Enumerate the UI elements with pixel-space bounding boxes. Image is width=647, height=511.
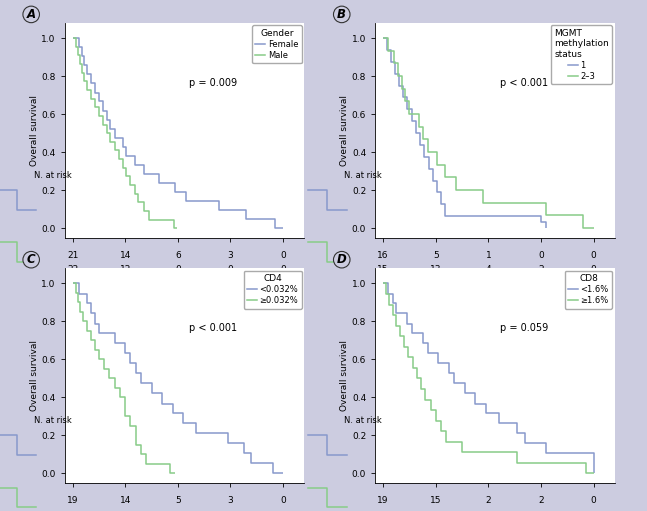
Text: 19: 19 [377, 496, 389, 505]
Text: 3: 3 [228, 250, 234, 260]
Text: 0: 0 [280, 250, 286, 260]
Text: 21: 21 [67, 250, 78, 260]
Text: 1: 1 [433, 278, 439, 288]
Text: 12: 12 [120, 265, 131, 274]
Text: 16: 16 [377, 250, 389, 260]
Text: 0: 0 [538, 250, 544, 260]
Text: 1: 1 [485, 250, 491, 260]
Text: Follow-up (years): Follow-up (years) [456, 294, 534, 303]
Text: 22: 22 [67, 265, 78, 274]
Text: 13: 13 [430, 265, 441, 274]
Y-axis label: Overall survival: Overall survival [340, 95, 349, 166]
Text: 3: 3 [538, 278, 544, 288]
Text: 0: 0 [591, 265, 597, 274]
Text: 6: 6 [175, 250, 181, 260]
Text: 2: 2 [485, 278, 491, 288]
Text: 2: 2 [538, 496, 544, 505]
Text: A: A [27, 8, 36, 21]
Text: 4: 4 [591, 278, 597, 288]
Text: C: C [27, 253, 36, 266]
Text: B: B [337, 8, 346, 21]
Text: 15: 15 [377, 265, 389, 274]
Text: 4: 4 [280, 278, 286, 288]
Text: p < 0.001: p < 0.001 [499, 78, 548, 88]
Text: p < 0.001: p < 0.001 [189, 323, 237, 333]
Text: N. at risk: N. at risk [344, 416, 382, 425]
Text: N. at risk: N. at risk [344, 171, 382, 180]
Text: 14: 14 [120, 250, 131, 260]
Text: N. at risk: N. at risk [34, 171, 71, 180]
Legend: Female, Male: Female, Male [252, 26, 302, 63]
Text: 5: 5 [433, 250, 439, 260]
Text: 2: 2 [538, 265, 544, 274]
Text: 0: 0 [175, 265, 181, 274]
Text: D: D [337, 253, 347, 266]
Text: 14: 14 [120, 496, 131, 505]
Text: 0: 0 [591, 496, 597, 505]
Text: 0: 0 [380, 278, 386, 288]
Y-axis label: Overall survival: Overall survival [340, 340, 349, 411]
Text: 0: 0 [280, 496, 286, 505]
Text: p = 0.009: p = 0.009 [189, 78, 237, 88]
Text: 3: 3 [228, 496, 234, 505]
Text: 0: 0 [280, 265, 286, 274]
Text: 0: 0 [591, 250, 597, 260]
Text: 2: 2 [485, 496, 491, 505]
Text: 0: 0 [228, 265, 234, 274]
Text: 1: 1 [122, 278, 128, 288]
Legend: 1, 2–3: 1, 2–3 [551, 26, 612, 84]
Text: 19: 19 [67, 496, 78, 505]
Legend: <1.6%, ≥1.6%: <1.6%, ≥1.6% [565, 271, 612, 309]
Text: 5: 5 [175, 496, 181, 505]
Y-axis label: Overall survival: Overall survival [30, 340, 39, 411]
Text: Follow-up (years): Follow-up (years) [146, 294, 223, 303]
Text: 0: 0 [70, 278, 76, 288]
Text: 2: 2 [175, 278, 181, 288]
Text: 4: 4 [485, 265, 491, 274]
Text: 15: 15 [430, 496, 441, 505]
Text: N. at risk: N. at risk [34, 416, 71, 425]
Text: 3: 3 [228, 278, 234, 288]
Legend: <0.032%, ≥0.032%: <0.032%, ≥0.032% [244, 271, 302, 309]
Y-axis label: Overall survival: Overall survival [30, 95, 39, 166]
Text: p = 0.059: p = 0.059 [499, 323, 548, 333]
